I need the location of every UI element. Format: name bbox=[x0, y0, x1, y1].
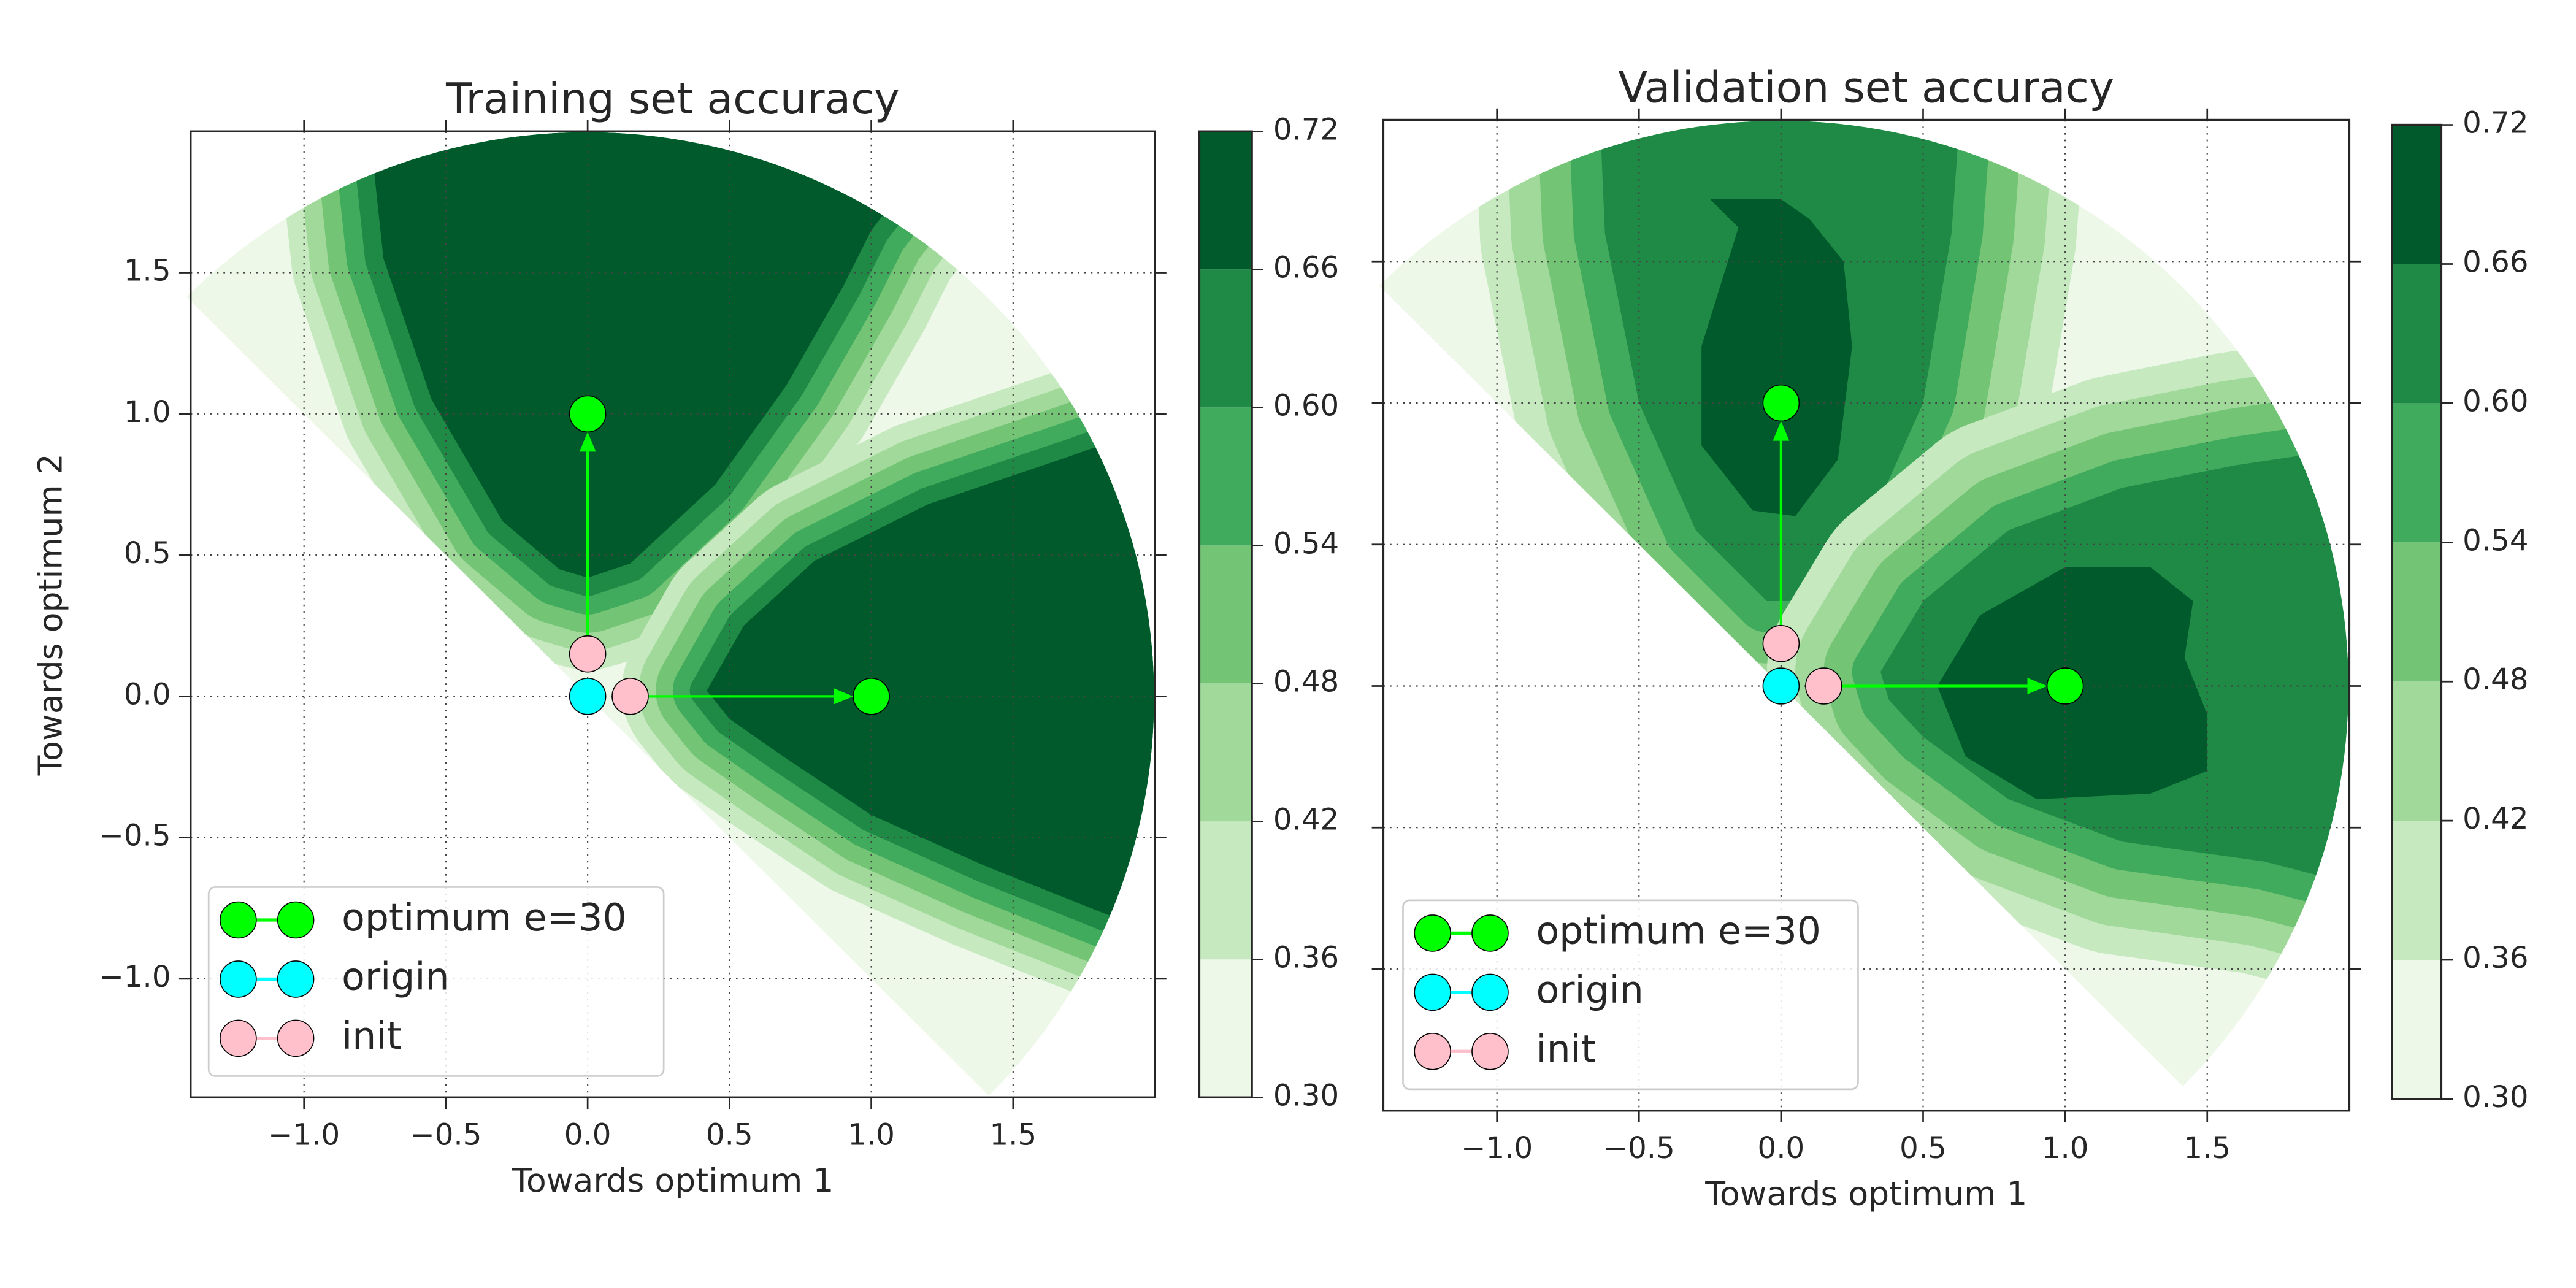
x-axis-label: Towards optimum 1 bbox=[511, 1161, 834, 1200]
x-tick-label: 1.5 bbox=[2183, 1131, 2231, 1165]
point bbox=[1762, 667, 1800, 705]
colorbar-frame bbox=[1198, 130, 1253, 1099]
arrow-head bbox=[579, 432, 596, 452]
colorbar-band bbox=[1199, 269, 1252, 408]
legend-label: origin bbox=[342, 955, 449, 999]
point bbox=[569, 395, 607, 433]
colorbar-band bbox=[2392, 681, 2442, 821]
legend-marker bbox=[1414, 914, 1451, 952]
x-tick-label: 0.5 bbox=[706, 1118, 753, 1152]
point bbox=[569, 678, 607, 715]
legend-marker bbox=[1414, 973, 1451, 1011]
legend-box bbox=[1402, 899, 1859, 1091]
y-tick-label: 1.0 bbox=[124, 395, 171, 429]
colorbar-tick-label: 0.36 bbox=[2463, 941, 2528, 975]
colorbar-band bbox=[2392, 542, 2442, 682]
point bbox=[1805, 667, 1842, 705]
panel: −1.0 −0.5 0.0 0.5 1.0 1.5 −1.0 −0.5 0.0 0.5 1.0 1.5… bbox=[31, 74, 1339, 1200]
legend-box bbox=[207, 886, 665, 1077]
contour-band bbox=[1701, 199, 1852, 516]
colorbar-tick-label: 0.48 bbox=[1273, 664, 1339, 699]
legend-label: origin bbox=[1536, 968, 1643, 1012]
x-tick-label: 0.5 bbox=[1899, 1131, 1947, 1165]
x-tick-label: −0.5 bbox=[1603, 1131, 1675, 1165]
colorbar-band bbox=[2392, 264, 2442, 404]
legend-marker bbox=[220, 960, 257, 998]
axes-frame bbox=[1382, 118, 2351, 1112]
x-tick-label: 1.0 bbox=[2042, 1131, 2089, 1165]
chart-title: Training set accuracy bbox=[445, 74, 900, 124]
legend-label: optimum e=30 bbox=[1536, 909, 1821, 953]
legend-marker bbox=[277, 901, 315, 939]
point bbox=[853, 678, 890, 715]
y-tick-label: −1.0 bbox=[99, 960, 171, 994]
y-tick-label: −0.5 bbox=[99, 819, 171, 853]
point bbox=[2046, 667, 2084, 705]
colorbar-band bbox=[1199, 545, 1252, 684]
point bbox=[1762, 625, 1800, 662]
colorbar-tick-label: 0.42 bbox=[2463, 802, 2528, 836]
colorbar-tick-label: 0.54 bbox=[2463, 523, 2528, 558]
colorbar-band bbox=[1199, 683, 1252, 822]
point bbox=[569, 635, 607, 673]
colorbar-band bbox=[1199, 407, 1252, 546]
colorbar-tick-label: 0.60 bbox=[1273, 388, 1339, 423]
colorbar-tick-label: 0.30 bbox=[2463, 1080, 2528, 1114]
x-axis-label: Towards optimum 1 bbox=[1704, 1175, 2027, 1213]
legend-marker bbox=[220, 901, 257, 939]
y-tick-label: 1.5 bbox=[124, 254, 171, 288]
colorbar-band bbox=[1199, 821, 1252, 960]
colorbar-band bbox=[1199, 131, 1252, 270]
chart-title: Validation set accuracy bbox=[1619, 63, 2115, 112]
x-tick-label: −0.5 bbox=[410, 1118, 481, 1152]
colorbar-tick-label: 0.30 bbox=[1273, 1078, 1339, 1113]
colorbar-tick-label: 0.66 bbox=[1273, 250, 1339, 285]
colorbar-tick-label: 0.66 bbox=[2463, 245, 2528, 279]
point bbox=[611, 678, 649, 715]
arrow-head bbox=[1773, 421, 1790, 441]
legend-label: init bbox=[1536, 1027, 1595, 1071]
y-tick-label: 0.0 bbox=[124, 677, 171, 711]
arrow-head bbox=[833, 688, 854, 705]
colorbar-tick-label: 0.72 bbox=[1273, 112, 1339, 147]
legend-marker bbox=[1471, 973, 1509, 1011]
x-tick-label: 1.5 bbox=[989, 1118, 1037, 1152]
legend-marker bbox=[277, 1019, 315, 1057]
colorbar-tick-label: 0.60 bbox=[2463, 384, 2528, 418]
legend-marker bbox=[1471, 1033, 1509, 1070]
colorbar-band bbox=[2392, 960, 2442, 1099]
arrow-head bbox=[2027, 678, 2047, 694]
legend-label: optimum e=30 bbox=[342, 895, 627, 940]
panel: −1.0 −0.5 0.0 0.5 1.0 1.5 Validation set accur… bbox=[1371, 63, 2529, 1213]
x-tick-label: −1.0 bbox=[268, 1118, 340, 1152]
legend: optimum e=30 origin init bbox=[207, 886, 665, 1077]
legend-marker bbox=[1471, 914, 1509, 952]
colorbar-band bbox=[1199, 959, 1252, 1098]
colorbar-tick-label: 0.54 bbox=[1273, 526, 1339, 561]
x-tick-label: 1.0 bbox=[848, 1118, 895, 1152]
colorbar-tick-label: 0.36 bbox=[1273, 940, 1339, 975]
colorbar-band bbox=[2392, 821, 2442, 960]
y-tick-label: 0.5 bbox=[124, 536, 171, 570]
x-tick-label: −1.0 bbox=[1461, 1131, 1533, 1165]
colorbar-tick-label: 0.42 bbox=[1273, 802, 1339, 837]
y-axis-label: Towards optimum 2 bbox=[31, 453, 69, 776]
colorbar-tick-label: 0.48 bbox=[2463, 662, 2528, 697]
colorbar-frame bbox=[2391, 123, 2443, 1100]
legend-marker bbox=[277, 960, 315, 998]
legend-marker bbox=[220, 1019, 257, 1057]
axes-frame bbox=[189, 130, 1156, 1099]
colorbar-tick-label: 0.72 bbox=[2463, 106, 2528, 140]
legend: optimum e=30 origin init bbox=[1402, 899, 1859, 1091]
x-tick-label: 0.0 bbox=[564, 1118, 611, 1152]
legend-label: init bbox=[342, 1014, 401, 1058]
point bbox=[1762, 384, 1800, 422]
colorbar-band bbox=[2392, 403, 2442, 543]
legend-marker bbox=[1414, 1033, 1451, 1070]
x-tick-label: 0.0 bbox=[1758, 1131, 1805, 1165]
colorbar-band bbox=[2392, 125, 2442, 264]
